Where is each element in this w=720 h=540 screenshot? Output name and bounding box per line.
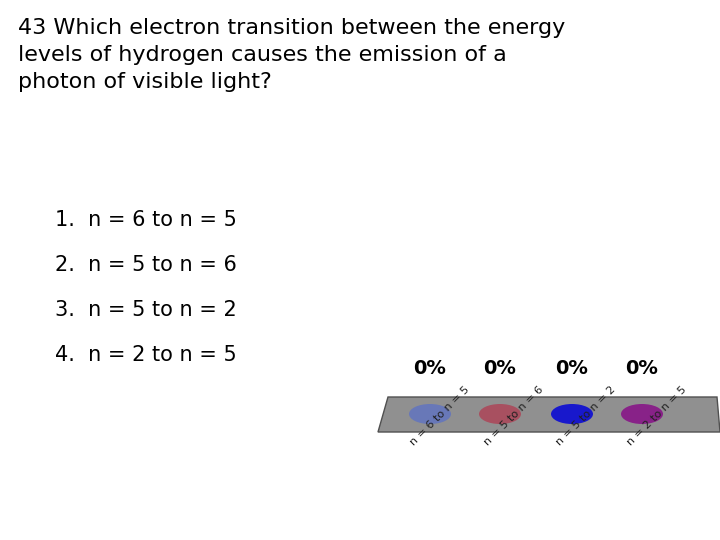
Text: n = 5 to n = 6: n = 5 to n = 6	[482, 384, 545, 447]
Text: n = 5 to n = 2: n = 5 to n = 2	[554, 384, 617, 447]
Ellipse shape	[409, 404, 451, 424]
Text: 0%: 0%	[626, 359, 658, 378]
Text: 0%: 0%	[556, 359, 588, 378]
Text: 0%: 0%	[413, 359, 446, 378]
Text: 1.  n = 6 to n = 5: 1. n = 6 to n = 5	[55, 210, 237, 230]
Text: n = 6 to n = 5: n = 6 to n = 5	[408, 384, 471, 447]
Ellipse shape	[479, 404, 521, 424]
Text: n = 2 to n = 5: n = 2 to n = 5	[625, 384, 688, 447]
Ellipse shape	[621, 404, 663, 424]
Text: 3.  n = 5 to n = 2: 3. n = 5 to n = 2	[55, 300, 237, 320]
Text: 0%: 0%	[484, 359, 516, 378]
Text: 43 Which electron transition between the energy
levels of hydrogen causes the em: 43 Which electron transition between the…	[18, 18, 565, 92]
Text: 4.  n = 2 to n = 5: 4. n = 2 to n = 5	[55, 345, 237, 365]
Ellipse shape	[551, 404, 593, 424]
Polygon shape	[378, 397, 720, 432]
Text: 2.  n = 5 to n = 6: 2. n = 5 to n = 6	[55, 255, 237, 275]
